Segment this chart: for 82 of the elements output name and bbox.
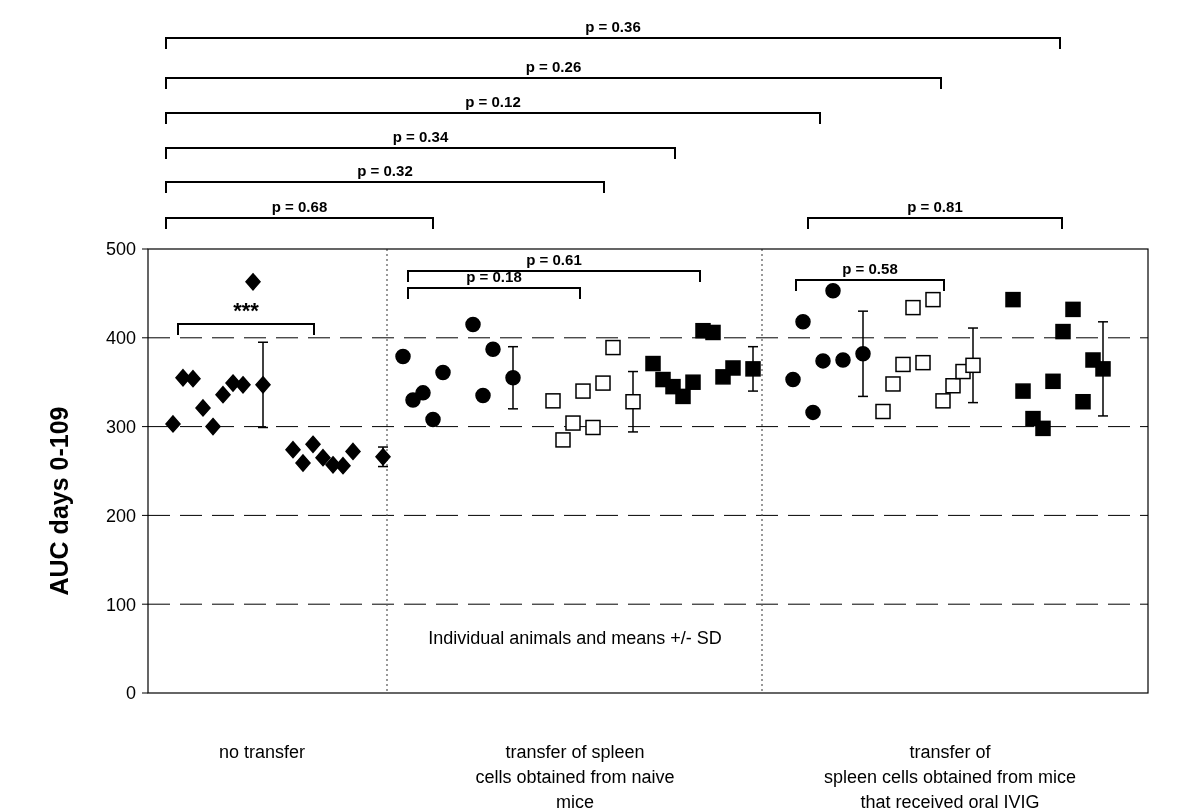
point (1015, 383, 1031, 399)
point (605, 339, 621, 356)
point (485, 341, 501, 358)
point (285, 440, 301, 459)
text: p = 0.32 (357, 162, 413, 179)
point (395, 348, 411, 365)
point (415, 385, 431, 401)
point (215, 385, 231, 404)
point (1005, 291, 1021, 308)
y-tick-label: 300 (105, 416, 136, 437)
text: p = 0.26 (525, 58, 582, 75)
point (925, 291, 941, 308)
point (1055, 323, 1071, 340)
point (185, 369, 201, 388)
y-axis-title: AUC days 0-109 (45, 406, 73, 596)
point (895, 356, 911, 373)
y-tick-label: 500 (105, 239, 136, 260)
annotation: p = 0.18 (466, 268, 522, 285)
point (1075, 393, 1091, 410)
point (785, 371, 801, 388)
text: p = 0.34 (392, 128, 449, 145)
point (555, 432, 571, 448)
point (745, 361, 761, 377)
point (435, 364, 451, 381)
text: no transfer (218, 742, 306, 763)
point (195, 399, 211, 417)
point (565, 415, 581, 431)
point (965, 357, 981, 374)
point (825, 282, 841, 299)
annotation: p = 0.58 (842, 260, 898, 277)
text: transfer of spleen cells obtained from mice that received oral IVIG (823, 742, 1077, 811)
text: p = 0.81 (907, 198, 963, 215)
point (335, 456, 351, 475)
point (505, 370, 521, 386)
point (1045, 373, 1061, 390)
point (645, 355, 661, 372)
point (795, 314, 811, 330)
text: p = 0.36 (585, 18, 641, 35)
point (1035, 420, 1051, 437)
point (885, 376, 901, 392)
y-tick-label: 400 (105, 328, 136, 349)
text: transfer of spleen cells obtained from naive mice (475, 742, 675, 811)
point (255, 376, 271, 394)
point (835, 352, 851, 368)
point (625, 393, 641, 410)
point (235, 376, 251, 394)
point (245, 273, 261, 291)
point (575, 383, 591, 399)
point (855, 346, 871, 362)
point (345, 442, 361, 461)
point (905, 299, 921, 316)
y-tick-label: 100 (105, 594, 136, 615)
point (205, 417, 221, 436)
point (425, 411, 441, 428)
annotation: p = 0.61 (526, 251, 582, 268)
point (295, 454, 311, 472)
point (675, 388, 691, 405)
point (815, 353, 831, 369)
point (305, 435, 321, 454)
point (725, 360, 741, 376)
point (915, 354, 931, 371)
point (685, 374, 701, 390)
point (1095, 361, 1111, 377)
point (315, 448, 331, 467)
annotation: Individual animals and means +/- SD (428, 628, 722, 649)
point (595, 375, 611, 391)
text: p = 0.12 (465, 93, 521, 110)
point (805, 404, 821, 421)
point (705, 324, 721, 341)
point (945, 378, 961, 394)
point (545, 393, 561, 409)
point (165, 415, 181, 433)
point (475, 387, 491, 404)
point (1065, 301, 1081, 318)
text: p = 0.68 (271, 198, 328, 215)
point (875, 403, 891, 420)
y-tick-label: 200 (105, 505, 136, 526)
annotation: *** (233, 298, 260, 323)
point (935, 393, 951, 409)
point (465, 316, 481, 333)
y-tick-label: 0 (125, 683, 136, 704)
point (585, 419, 601, 436)
